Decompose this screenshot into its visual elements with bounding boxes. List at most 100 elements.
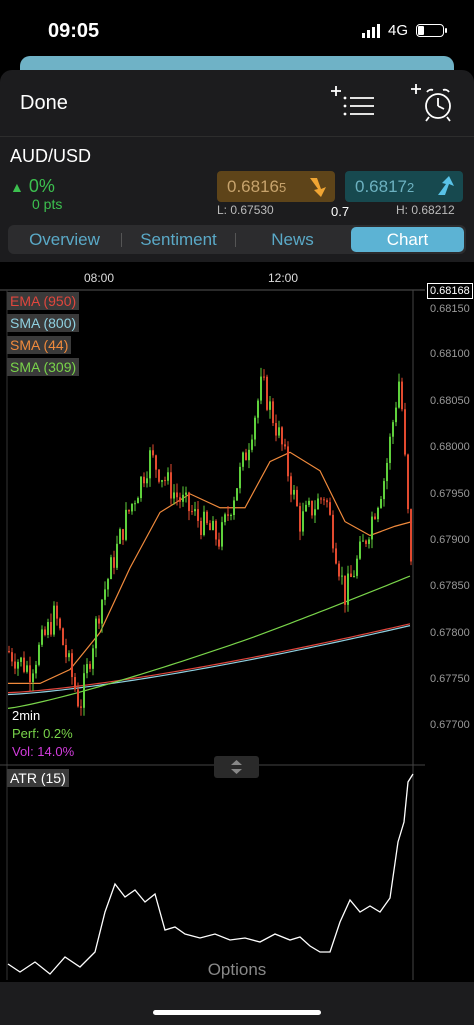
candle-body [107, 579, 109, 590]
candle-body [386, 462, 388, 482]
candle-body [308, 500, 310, 505]
candle-body [80, 706, 82, 708]
candle-body [251, 439, 253, 450]
ema-950-line [7, 623, 411, 694]
candle-body [143, 476, 145, 484]
instrument-symbol: AUD/USD [10, 146, 92, 166]
candle-body [8, 651, 10, 653]
candle-body [182, 494, 184, 502]
price-alert-icon[interactable] [408, 82, 456, 124]
candle-body [311, 500, 313, 516]
panel-resize-handle[interactable] [214, 756, 259, 778]
candle-body [296, 489, 298, 507]
sell-pip: 5 [279, 180, 287, 195]
candle-body [137, 498, 139, 504]
tab-overview[interactable]: Overview [29, 230, 100, 249]
y-tick-label: 0.67950 [430, 488, 470, 500]
battery-icon [416, 24, 447, 37]
options-button[interactable]: Options [207, 960, 267, 979]
candle-body [62, 628, 64, 646]
y-tick-label: 0.68000 [430, 441, 470, 453]
indicator-ema-950[interactable]: EMA (950) [7, 292, 80, 310]
price-chart[interactable] [0, 262, 474, 982]
add-to-watchlist-icon[interactable] [330, 84, 378, 122]
candle-body [95, 618, 97, 649]
candle-body [320, 498, 322, 500]
indicator-atr[interactable]: ATR (15) [7, 769, 69, 787]
candle-body [170, 472, 172, 499]
candle-body [236, 488, 238, 501]
candle-body [329, 502, 331, 515]
candle-body [101, 599, 103, 624]
candle-body [161, 480, 163, 482]
done-button[interactable]: Done [20, 92, 68, 114]
sell-price: 0.6816 [227, 177, 279, 196]
candle-body [23, 657, 25, 672]
indicator-sma-44[interactable]: SMA (44) [7, 336, 72, 354]
candle-body [281, 427, 283, 445]
tab-news[interactable]: News [271, 230, 314, 249]
indicator-sma-800[interactable]: SMA (800) [7, 314, 80, 332]
candle-body [173, 492, 175, 499]
candle-body [356, 558, 358, 576]
candle-body [272, 401, 274, 424]
candle-body [326, 500, 328, 503]
candle-body [383, 481, 385, 500]
indicator-sma-309[interactable]: SMA (309) [7, 358, 80, 376]
candle-body [197, 509, 199, 521]
candle-body [314, 509, 316, 516]
down-arrow-icon [310, 178, 326, 197]
candle-body [227, 514, 229, 516]
y-tick-label: 0.67900 [430, 534, 470, 546]
sell-price-button[interactable]: 0.68165 [217, 171, 335, 202]
up-arrow-icon [438, 176, 454, 195]
candle-body [17, 661, 19, 669]
tab-chart[interactable]: Chart [351, 227, 464, 252]
candle-body [242, 452, 244, 467]
candle-body [287, 446, 289, 477]
candle-body [389, 436, 391, 463]
candle-body [233, 500, 235, 516]
tab-sentiment[interactable]: Sentiment [140, 230, 217, 249]
sma-309-line [7, 575, 411, 709]
volatility-label: Vol: 14.0% [12, 744, 75, 759]
change-points: 0 pts [32, 196, 63, 212]
candle-body [323, 499, 325, 501]
candle-body [26, 665, 28, 672]
candle-body [404, 409, 406, 455]
change-percent-value: 0% [28, 176, 55, 196]
tab-separator [121, 233, 122, 247]
atr-line [7, 773, 414, 975]
candle-body [14, 661, 16, 669]
y-tick-label: 0.67850 [430, 580, 470, 592]
candle-body [239, 466, 241, 489]
candle-body [104, 589, 106, 600]
candle-body [305, 504, 307, 512]
current-price-label: 0.68168 [427, 283, 473, 299]
candle-body [155, 455, 157, 470]
candle-body [347, 573, 349, 605]
candle-body [92, 648, 94, 669]
network-label: 4G [387, 22, 408, 39]
home-indicator [153, 1010, 321, 1015]
tab-separator [235, 233, 236, 247]
buy-pip: 2 [407, 180, 415, 195]
timeframe-label: 2min [12, 708, 41, 723]
status-indicators: 4G [361, 22, 447, 39]
day-low: L: 0.67530 [217, 203, 274, 217]
candle-body [344, 575, 346, 605]
candle-body [221, 522, 223, 547]
candle-body [365, 540, 367, 544]
candle-body [290, 476, 292, 495]
buy-price-button[interactable]: 0.68172 [345, 171, 463, 202]
candle-body [152, 450, 154, 456]
x-tick-label: 12:00 [268, 271, 299, 285]
candle-body [224, 514, 226, 523]
candle-body [113, 557, 115, 568]
spread: 0.7 [331, 204, 350, 219]
candle-body [131, 503, 133, 512]
perf-label: Perf: 0.2% [12, 726, 73, 741]
candle-body [293, 489, 295, 495]
candle-body [368, 539, 370, 544]
candle-body [407, 454, 409, 510]
